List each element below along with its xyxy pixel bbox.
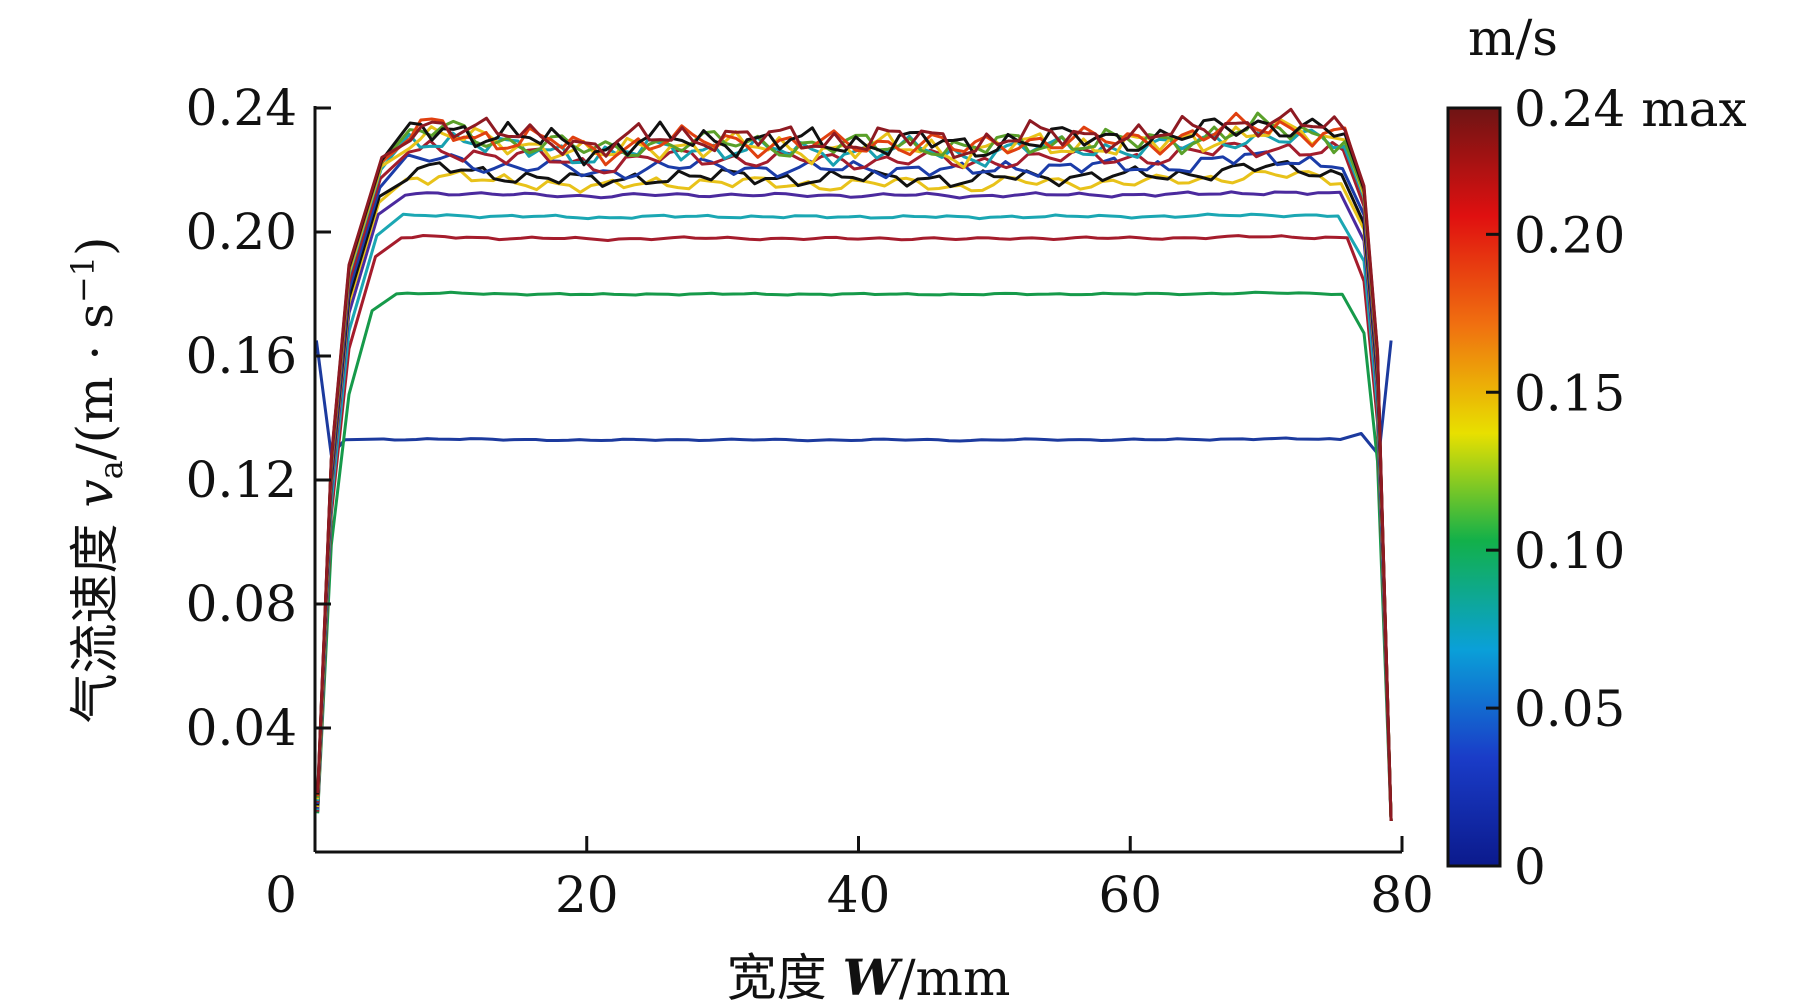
colorbar-unit: m/s [1468,9,1558,67]
colorbar-tick-label: 0.10 [1514,522,1625,580]
series-layer [314,107,1393,822]
x-tick-label: 40 [827,866,891,924]
colorbar-bar [1446,106,1502,868]
y-tick-label: 0.16 [186,327,297,385]
x-tick-label: 20 [555,866,619,924]
series-line-2 [316,290,1393,822]
series-line-10 [316,128,1393,822]
series-line-14 [316,117,1393,822]
series-line-8 [316,150,1393,822]
colorbar-tick-label: 0.24 max [1514,80,1747,138]
y-tick-label: 0.12 [186,451,297,509]
series-line-3 [316,234,1393,822]
series-line-7 [316,160,1393,822]
axis-labels: 宽度 W/mm 气流速度 va/(m · s−1) [64,236,1010,1006]
colorbar-tick-label: 0.15 [1514,364,1625,422]
x-tick-label: 0 [265,866,297,924]
x-tick-label: 80 [1370,866,1434,924]
series-line-5 [316,190,1393,822]
colorbar: m/s 0 0.05 0.10 0.15 0.20 0.24 max [1446,9,1747,896]
series-line-11 [316,117,1393,822]
series-line-1 [314,340,1393,457]
axes-layer: 0 20 40 60 80 0.04 0.08 0.12 0.16 0.20 0.24 [186,79,1434,924]
y-tick-label: 0.04 [186,699,297,757]
series-line-9 [316,139,1393,822]
colorbar-tick-label: 0 [1514,838,1546,896]
x-tick-label: 60 [1098,866,1162,924]
colorbar-tick-label: 0.20 [1514,206,1625,264]
y-tick-label: 0.08 [186,575,297,633]
series-line-15 [316,107,1393,822]
colorbar-tick-label: 0.05 [1514,680,1625,738]
series-line-13 [316,111,1393,822]
series-line-12 [316,111,1393,822]
y-axis-title: 气流速度 va/(m · s−1) [64,236,130,723]
series-line-6 [316,169,1393,822]
x-axis-title: 宽度 W/mm [727,948,1011,1006]
y-tick-label: 0.20 [186,203,297,261]
y-tick-label: 0.24 [186,79,297,137]
series-line-4 [316,212,1393,822]
